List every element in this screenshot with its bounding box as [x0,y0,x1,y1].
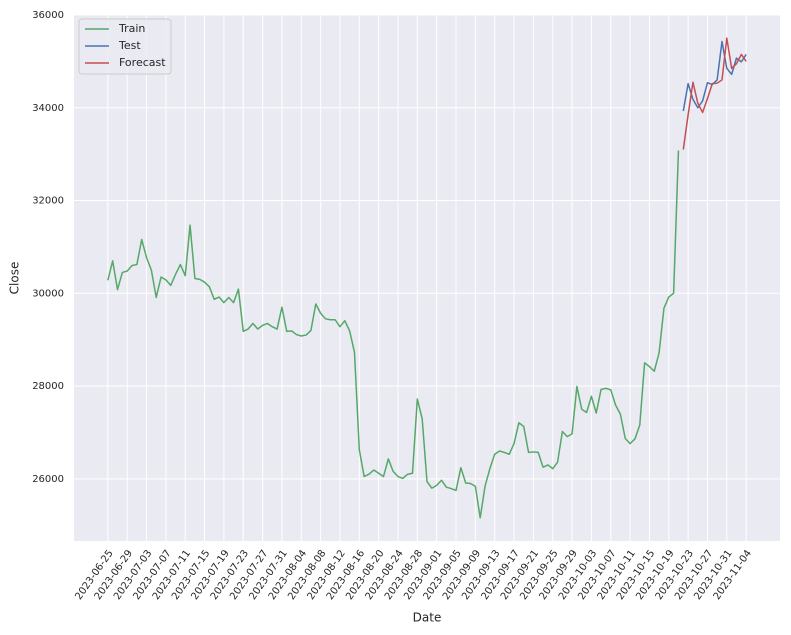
y-tick-label: 30000 [32,288,64,299]
legend-label: Train [118,22,145,35]
series-line [682,40,747,112]
series-line [682,37,747,150]
y-axis-label: Close [8,262,22,295]
x-axis-label: Date [413,611,442,625]
legend-label: Forecast [119,56,166,69]
series-line [107,150,680,519]
legend: Train Test Forecast [78,18,172,75]
y-tick-label: 26000 [32,474,64,485]
y-tick-label: 32000 [32,196,64,207]
legend-label: Test [118,39,141,52]
y-tick-label: 34000 [32,103,64,114]
plot-area [74,15,780,541]
y-tick-label: 36000 [32,10,64,21]
y-tick-label: 28000 [32,381,64,392]
legend-box [78,18,172,75]
